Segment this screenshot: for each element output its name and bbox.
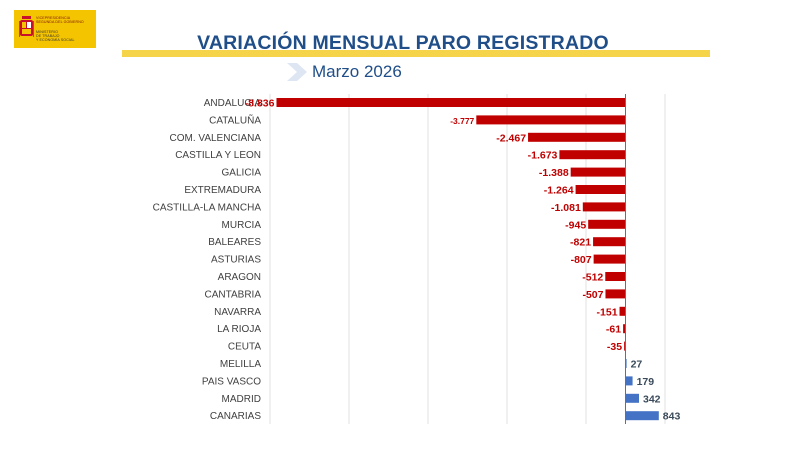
data-label: -1.388 — [539, 167, 569, 179]
data-label: 27 — [631, 359, 643, 371]
category-label: GALICIA — [222, 168, 262, 179]
category-label: ASTURIAS — [211, 255, 261, 266]
category-label: PAIS VASCO — [202, 376, 261, 387]
bar — [570, 167, 626, 177]
category-label: BALEARES — [208, 237, 261, 248]
category-label: CEUTA — [228, 342, 261, 353]
chart-subtitle: Marzo 2026 — [312, 62, 402, 81]
category-label: CANTABRIA — [205, 289, 262, 300]
bar — [625, 411, 659, 421]
bar — [593, 254, 626, 264]
chevron-right-icon — [287, 63, 307, 81]
bar — [588, 219, 626, 229]
title-underline-band — [122, 50, 710, 57]
data-label: -61 — [606, 324, 621, 336]
category-label: ARAGON — [218, 272, 261, 283]
category-label: NAVARRA — [214, 307, 261, 318]
category-label: MURCIA — [222, 220, 262, 231]
data-label: -807 — [571, 254, 592, 266]
bar — [528, 132, 626, 142]
data-label: -3.777 — [450, 116, 474, 126]
bar — [593, 237, 626, 247]
bar — [605, 272, 626, 281]
category-label: MADRID — [222, 394, 261, 405]
category-label: CANARIAS — [210, 411, 261, 422]
data-label: -1.264 — [544, 185, 574, 197]
logo-ministry-text: MINISTERIO DE TRABAJO Y ECONOMÍA SOCIAL — [36, 30, 75, 42]
category-label: LA RIOJA — [217, 324, 261, 335]
data-label: 843 — [663, 411, 681, 423]
data-label: -35 — [607, 341, 622, 353]
data-label: -507 — [582, 289, 603, 301]
category-label: MELILLA — [220, 359, 261, 370]
data-label: -821 — [570, 237, 591, 249]
data-label: 179 — [637, 376, 655, 388]
category-label: CATALUÑA — [209, 113, 261, 126]
bar — [625, 359, 627, 368]
category-label: CASTILLA Y LEON — [175, 150, 261, 161]
government-logo: VICEPRESIDENCIA SEGUNDA DEL GOBIERNO MIN… — [14, 10, 96, 48]
bar — [582, 202, 626, 212]
category-label: CASTILLA-LA MANCHA — [153, 202, 262, 213]
bar — [476, 115, 626, 125]
bar — [605, 289, 626, 299]
bar — [624, 341, 626, 351]
data-label: -1.081 — [551, 202, 581, 214]
category-label: EXTREMADURA — [184, 185, 261, 196]
logo-vicepresidency-text: VICEPRESIDENCIA SEGUNDA DEL GOBIERNO — [36, 16, 84, 24]
bar — [559, 150, 626, 160]
category-label: ANDALUCIA — [204, 98, 262, 109]
coat-of-arms-icon — [19, 16, 34, 37]
bar — [575, 185, 626, 194]
data-label: 342 — [643, 393, 661, 405]
bar — [276, 98, 626, 107]
data-label: -1.673 — [528, 150, 558, 162]
bar — [625, 376, 633, 386]
data-label: -8.836 — [245, 98, 275, 110]
data-label: -512 — [582, 272, 603, 284]
bar — [623, 324, 626, 334]
bar — [619, 306, 626, 316]
bar — [625, 393, 640, 403]
data-label: -151 — [597, 306, 618, 318]
data-label: -2.467 — [496, 132, 526, 144]
category-label: COM. VALENCIANA — [170, 133, 262, 144]
page-title: VARIACIÓN MENSUAL PARO REGISTRADO — [197, 32, 609, 54]
data-label: -945 — [565, 219, 586, 231]
